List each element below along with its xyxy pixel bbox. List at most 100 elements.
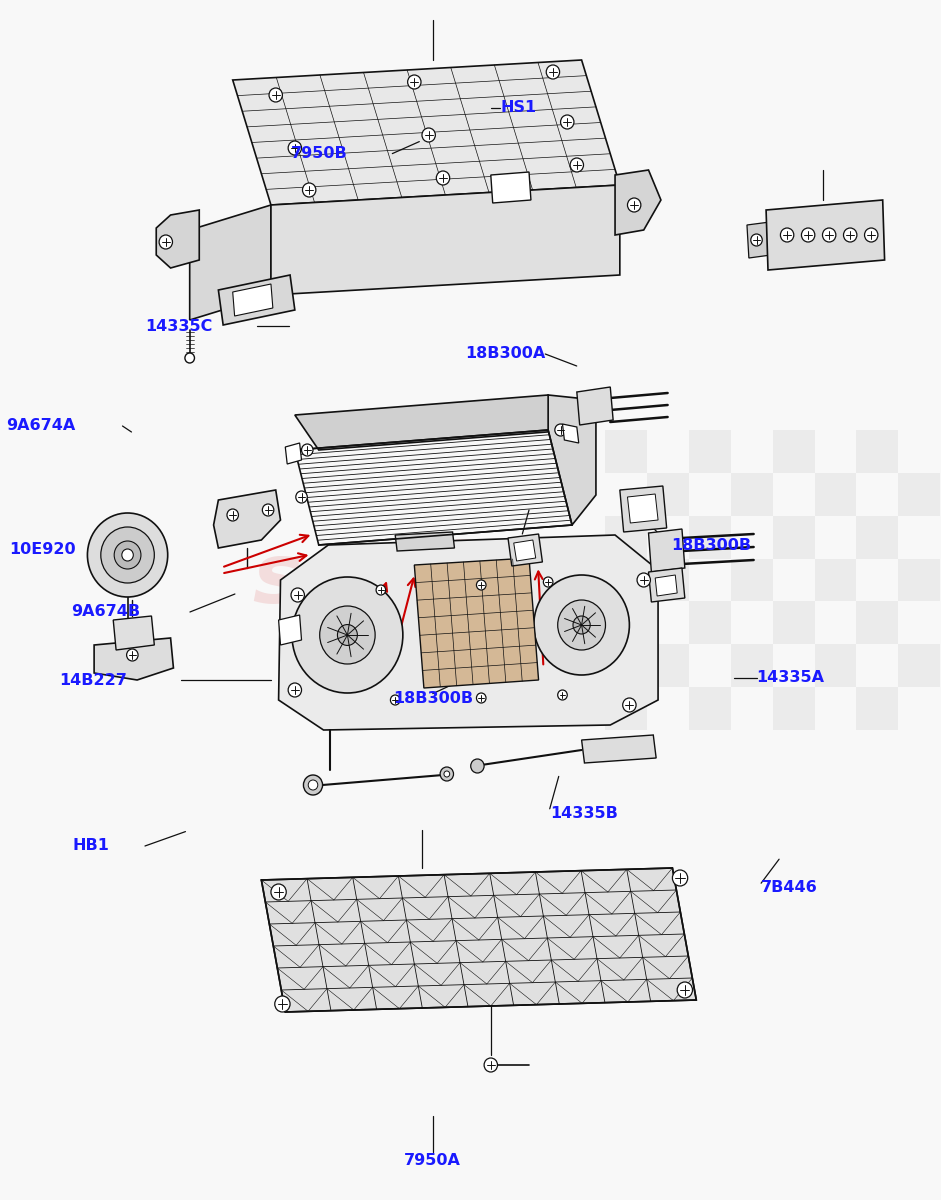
Bar <box>815 558 856 601</box>
Bar <box>773 688 815 730</box>
Circle shape <box>865 228 878 242</box>
Polygon shape <box>766 200 885 270</box>
Circle shape <box>101 527 154 583</box>
Text: 10E920: 10E920 <box>9 542 75 557</box>
Text: 18B300B: 18B300B <box>392 691 473 706</box>
Polygon shape <box>655 575 678 596</box>
Circle shape <box>303 775 323 794</box>
Text: c a r    p a r t s: c a r p a r t s <box>330 634 575 666</box>
Circle shape <box>159 235 172 248</box>
Polygon shape <box>582 734 656 763</box>
Polygon shape <box>549 395 596 526</box>
Text: HS1: HS1 <box>501 101 536 115</box>
Circle shape <box>440 767 454 781</box>
Circle shape <box>376 584 386 595</box>
Circle shape <box>407 74 421 89</box>
Bar <box>689 688 731 730</box>
Circle shape <box>476 580 486 590</box>
Polygon shape <box>414 558 538 688</box>
Polygon shape <box>514 540 535 560</box>
Polygon shape <box>285 443 301 464</box>
Bar <box>856 430 899 473</box>
Circle shape <box>470 758 484 773</box>
Text: 7950A: 7950A <box>405 1153 461 1168</box>
Polygon shape <box>648 529 685 572</box>
Circle shape <box>320 606 375 664</box>
Circle shape <box>185 353 195 362</box>
Circle shape <box>558 600 605 650</box>
Bar <box>899 644 940 688</box>
Circle shape <box>802 228 815 242</box>
Bar <box>856 601 899 644</box>
Circle shape <box>275 996 290 1012</box>
Polygon shape <box>232 284 273 316</box>
Text: 14335A: 14335A <box>757 671 824 685</box>
Bar <box>605 430 647 473</box>
Circle shape <box>292 577 403 692</box>
Text: scuderia: scuderia <box>252 540 653 620</box>
Bar <box>605 601 647 644</box>
Polygon shape <box>577 386 614 425</box>
Bar <box>605 516 647 558</box>
Circle shape <box>301 444 313 456</box>
Polygon shape <box>279 535 658 730</box>
Polygon shape <box>563 424 579 443</box>
Circle shape <box>437 170 450 185</box>
Circle shape <box>288 683 301 697</box>
Circle shape <box>476 692 486 703</box>
Circle shape <box>637 572 650 587</box>
Text: 14B227: 14B227 <box>59 673 127 688</box>
Circle shape <box>843 228 857 242</box>
Bar <box>856 516 899 558</box>
Circle shape <box>751 234 762 246</box>
Polygon shape <box>279 614 301 646</box>
Polygon shape <box>271 185 620 295</box>
Circle shape <box>295 491 308 503</box>
Polygon shape <box>615 170 661 235</box>
Text: 7B446: 7B446 <box>761 881 818 895</box>
Circle shape <box>573 616 590 634</box>
Bar <box>647 558 689 601</box>
Bar <box>605 688 647 730</box>
Circle shape <box>288 140 301 155</box>
Polygon shape <box>508 534 542 566</box>
Circle shape <box>780 228 794 242</box>
Polygon shape <box>156 210 199 268</box>
Circle shape <box>127 649 138 661</box>
Polygon shape <box>491 172 531 203</box>
Bar <box>899 558 940 601</box>
Circle shape <box>263 504 274 516</box>
Polygon shape <box>395 532 455 551</box>
Circle shape <box>673 870 688 886</box>
Polygon shape <box>628 494 658 523</box>
Bar <box>773 430 815 473</box>
Circle shape <box>302 182 316 197</box>
Circle shape <box>88 514 167 596</box>
Polygon shape <box>648 568 685 602</box>
Circle shape <box>271 884 286 900</box>
Polygon shape <box>94 638 173 680</box>
Polygon shape <box>295 395 572 450</box>
Circle shape <box>391 695 400 704</box>
Bar <box>899 473 940 516</box>
Circle shape <box>570 158 583 172</box>
Bar <box>731 473 773 516</box>
Circle shape <box>291 588 304 602</box>
Text: 14335B: 14335B <box>550 806 617 821</box>
Circle shape <box>558 690 567 700</box>
Circle shape <box>628 198 641 212</box>
Text: 18B300A: 18B300A <box>465 347 545 361</box>
Bar <box>773 601 815 644</box>
Bar <box>815 644 856 688</box>
Circle shape <box>309 780 318 790</box>
Polygon shape <box>190 205 271 320</box>
Circle shape <box>534 575 630 674</box>
Bar <box>815 473 856 516</box>
Bar <box>689 430 731 473</box>
Circle shape <box>822 228 836 242</box>
Polygon shape <box>218 275 295 325</box>
Circle shape <box>484 1058 498 1072</box>
Polygon shape <box>262 868 696 1012</box>
Text: 9A674B: 9A674B <box>72 605 140 619</box>
Circle shape <box>546 65 560 79</box>
